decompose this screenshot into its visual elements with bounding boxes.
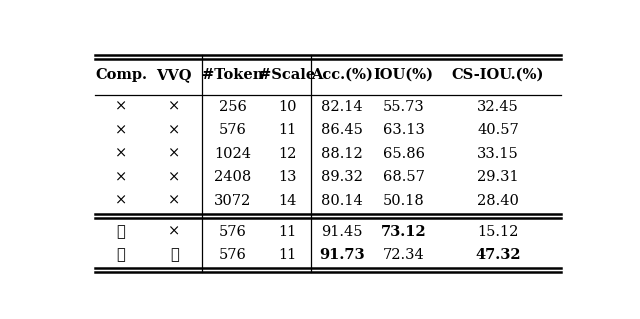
Text: 47.32: 47.32 xyxy=(475,249,521,263)
Text: 91.45: 91.45 xyxy=(321,225,362,239)
Text: 13: 13 xyxy=(278,170,296,184)
Text: 65.86: 65.86 xyxy=(383,147,425,161)
Text: 89.32: 89.32 xyxy=(321,170,363,184)
Text: ×: × xyxy=(115,194,127,208)
Text: 2408: 2408 xyxy=(214,170,251,184)
Text: 55.73: 55.73 xyxy=(383,100,424,114)
Text: 72.34: 72.34 xyxy=(383,249,424,263)
Text: 576: 576 xyxy=(219,123,246,137)
Text: ×: × xyxy=(168,147,180,161)
Text: CS-IOU.(%): CS-IOU.(%) xyxy=(452,68,544,82)
Text: 256: 256 xyxy=(219,100,246,114)
Text: ✓: ✓ xyxy=(170,249,179,263)
Text: IOU(%): IOU(%) xyxy=(374,68,434,82)
Text: ×: × xyxy=(115,147,127,161)
Text: #Scale: #Scale xyxy=(259,68,316,82)
Text: ×: × xyxy=(168,194,180,208)
Text: ×: × xyxy=(115,123,127,137)
Text: ×: × xyxy=(115,100,127,114)
Text: 576: 576 xyxy=(219,249,246,263)
Text: 73.12: 73.12 xyxy=(381,225,426,239)
Text: 50.18: 50.18 xyxy=(383,194,424,208)
Text: ×: × xyxy=(168,123,180,137)
Text: ✓: ✓ xyxy=(116,249,125,263)
Text: 80.14: 80.14 xyxy=(321,194,362,208)
Text: 15.12: 15.12 xyxy=(477,225,518,239)
Text: VVQ: VVQ xyxy=(157,68,192,82)
Text: 40.57: 40.57 xyxy=(477,123,519,137)
Text: ✓: ✓ xyxy=(116,225,125,239)
Text: 3072: 3072 xyxy=(214,194,251,208)
Text: 28.40: 28.40 xyxy=(477,194,519,208)
Text: 10: 10 xyxy=(278,100,296,114)
Text: ×: × xyxy=(168,100,180,114)
Text: 14: 14 xyxy=(278,194,296,208)
Text: 11: 11 xyxy=(278,123,296,137)
Text: ×: × xyxy=(115,170,127,184)
Text: Comp.: Comp. xyxy=(95,68,147,82)
Text: 68.57: 68.57 xyxy=(383,170,424,184)
Text: 576: 576 xyxy=(219,225,246,239)
Text: ×: × xyxy=(168,170,180,184)
Text: 82.14: 82.14 xyxy=(321,100,362,114)
Text: #Token: #Token xyxy=(202,68,263,82)
Text: 86.45: 86.45 xyxy=(321,123,363,137)
Text: 88.12: 88.12 xyxy=(321,147,362,161)
Text: 63.13: 63.13 xyxy=(383,123,424,137)
Text: 33.15: 33.15 xyxy=(477,147,519,161)
Text: 29.31: 29.31 xyxy=(477,170,518,184)
Text: 11: 11 xyxy=(278,225,296,239)
Text: 11: 11 xyxy=(278,249,296,263)
Text: 1024: 1024 xyxy=(214,147,251,161)
Text: Acc.(%): Acc.(%) xyxy=(310,68,372,82)
Text: 91.73: 91.73 xyxy=(319,249,364,263)
Text: ×: × xyxy=(168,225,180,239)
Text: 12: 12 xyxy=(278,147,296,161)
Text: 32.45: 32.45 xyxy=(477,100,519,114)
